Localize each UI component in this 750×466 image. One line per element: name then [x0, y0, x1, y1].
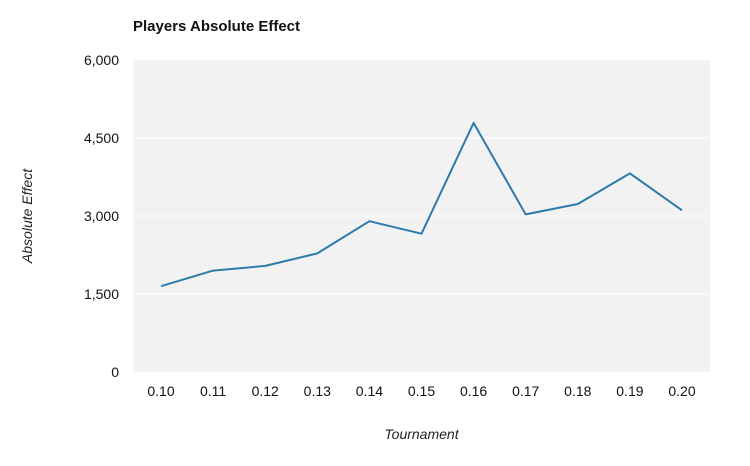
x-tick-label: 0.20: [668, 383, 695, 399]
x-axis-label: Tournament: [384, 426, 459, 442]
series-line: [160, 121, 683, 288]
x-tick-label: 0.14: [356, 383, 383, 399]
y-tick-label: 1,500: [84, 286, 119, 302]
x-tick-label: 0.17: [512, 383, 539, 399]
y-tick-label: 4,500: [84, 130, 119, 146]
x-tick-label: 0.11: [200, 383, 226, 399]
x-tick-label: 0.18: [564, 383, 591, 399]
x-axis-ticks: 0.10 0.11 0.12 0.13 0.14 0.15 0.16 0.17 0.18 0.19…: [147, 383, 695, 399]
chart-title: Players Absolute Effect: [133, 18, 300, 35]
x-tick-label: 0.16: [460, 383, 487, 399]
y-tick-label: 6,000: [84, 52, 119, 68]
y-tick-label: 0: [111, 364, 119, 380]
series-group: [160, 121, 683, 288]
x-tick-label: 0.19: [616, 383, 643, 399]
x-tick-label: 0.15: [408, 383, 435, 399]
x-tick-label: 0.13: [304, 383, 331, 399]
y-tick-label: 3,000: [84, 208, 119, 224]
x-tick-label: 0.10: [147, 383, 174, 399]
y-axis-ticks: 0 1,500 3,000 4,500 6,000: [84, 52, 119, 380]
gridlines: [133, 137, 710, 295]
x-tick-label: 0.12: [252, 383, 279, 399]
y-axis-label: Absolute Effect: [19, 168, 35, 264]
